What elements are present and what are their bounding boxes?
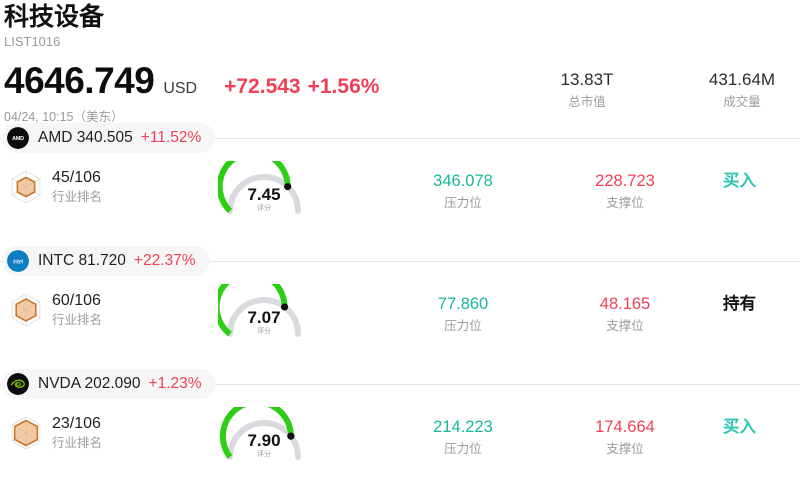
section-divider <box>0 384 800 385</box>
score-gauge: 7.90 评分 <box>218 407 310 469</box>
index-quote: 4646.749 USD +72.543 +1.56% 04/24, 10:15（… <box>4 61 800 125</box>
section-divider <box>0 138 800 139</box>
support-value: 48.165 <box>599 295 651 313</box>
ticker-change-pct: +1.23% <box>148 375 202 392</box>
resistance-label: 压力位 <box>444 319 482 333</box>
resistance-value: 214.223 <box>433 418 493 436</box>
score-label: 评分 <box>257 328 271 335</box>
rating-label: 评级 <box>723 440 800 458</box>
ticker-chip-amd[interactable]: AMD AMD 340.505 +11.52% <box>2 123 216 153</box>
rating-label: 评级 <box>723 194 800 212</box>
score-gauge: 7.07 评分 <box>218 284 310 346</box>
rank-value: 23/106 <box>52 415 101 432</box>
index-change-abs: +72.543 <box>224 75 301 98</box>
rating-value: 买入 <box>723 418 756 436</box>
rating-cell: 买入评级 <box>723 417 800 458</box>
stat-market-cap: 13.83T 总市值 <box>527 69 647 111</box>
radar-hexagon-icon <box>6 290 46 330</box>
rank-value: 60/106 <box>52 292 101 309</box>
page-title: 科技设备 <box>4 3 105 31</box>
volume-value: 431.64M <box>708 70 776 89</box>
resistance-label: 压力位 <box>444 196 482 210</box>
stock-section: intel INTC 81.720 +22.37% 60/106 行业排名 7.07 评分 7… <box>0 246 800 369</box>
support-value: 174.664 <box>595 418 655 436</box>
index-price: 4646.749 <box>4 60 155 101</box>
industry-rank[interactable]: 23/106 行业排名 <box>6 413 102 453</box>
page-header: 科技设备 LIST1016 4646.749 USD +72.543 +1.56%… <box>0 0 800 125</box>
svg-text:AMD: AMD <box>12 136 24 142</box>
radar-hexagon-icon <box>6 167 46 207</box>
support-label: 支撑位 <box>606 319 644 333</box>
rank-value: 45/106 <box>52 169 101 186</box>
amd-logo-icon: AMD <box>7 127 29 149</box>
ticker-change-pct: +11.52% <box>140 129 202 146</box>
ticker-name: AMD 340.505 <box>38 129 133 146</box>
resistance-cell: 77.860 压力位 <box>398 294 528 335</box>
ticker-chip-row: intel INTC 81.720 +22.37% <box>0 246 800 276</box>
support-cell: 48.165 支撑位 <box>560 294 690 335</box>
index-change: +72.543 +1.56% <box>224 75 379 99</box>
support-cell: 174.664 支撑位 <box>560 417 690 458</box>
ticker-chip-row: NVDA 202.090 +1.23% <box>0 369 800 399</box>
support-cell: 228.723 支撑位 <box>560 171 690 212</box>
industry-rank[interactable]: 45/106 行业排名 <box>6 167 102 207</box>
ticker-change-pct: +22.37% <box>133 252 196 269</box>
score-gauge: 7.45 评分 <box>218 161 310 223</box>
stock-section: NVDA 202.090 +1.23% 23/106 行业排名 7.90 评分 214.22… <box>0 369 800 488</box>
rating-value: 持有 <box>723 295 756 313</box>
ticker-name: INTC 81.720 <box>38 252 126 269</box>
industry-rank[interactable]: 60/106 行业排名 <box>6 290 102 330</box>
score-label: 评分 <box>257 205 271 212</box>
list-code: LIST1016 <box>4 34 61 49</box>
volume-label: 成交量 <box>723 95 761 109</box>
index-change-pct: +1.56% <box>307 75 380 98</box>
resistance-cell: 346.078 压力位 <box>398 171 528 212</box>
resistance-cell: 214.223 压力位 <box>398 417 528 458</box>
score-value: 7.45 <box>247 185 281 204</box>
section-divider <box>0 261 800 262</box>
stat-volume: 431.64M 成交量 <box>682 69 800 111</box>
quote-timestamp: 04/24, 10:15（美东） <box>4 110 124 124</box>
radar-hexagon-icon <box>6 413 46 453</box>
stock-section: AMD AMD 340.505 +11.52% 45/106 行业排名 7.45 评分 346… <box>0 123 800 246</box>
rating-cell: 持有评级 <box>723 294 800 335</box>
rating-label: 评级 <box>723 317 800 335</box>
svg-text:intel: intel <box>13 259 23 265</box>
resistance-label: 压力位 <box>444 442 482 456</box>
resistance-value: 77.860 <box>437 295 489 313</box>
ticker-chip-row: AMD AMD 340.505 +11.52% <box>0 123 800 153</box>
nvidia-logo-icon <box>7 373 29 395</box>
index-currency: USD <box>163 80 198 97</box>
ticker-chip-nvda[interactable]: NVDA 202.090 +1.23% <box>2 369 216 399</box>
resistance-value: 346.078 <box>433 172 493 190</box>
rank-label: 行业排名 <box>52 436 103 450</box>
stock-sections: AMD AMD 340.505 +11.52% 45/106 行业排名 7.45 评分 346… <box>0 123 800 488</box>
score-label: 评分 <box>257 451 271 458</box>
rating-value: 买入 <box>723 172 756 190</box>
rank-label: 行业排名 <box>52 313 103 327</box>
market-cap-value: 13.83T <box>560 70 614 89</box>
index-price-block: 4646.749 USD +72.543 +1.56% 04/24, 10:15（… <box>4 61 379 125</box>
rank-label: 行业排名 <box>52 190 103 204</box>
score-value: 7.90 <box>247 431 281 450</box>
support-label: 支撑位 <box>606 442 644 456</box>
score-value: 7.07 <box>247 308 281 327</box>
ticker-chip-intc[interactable]: intel INTC 81.720 +22.37% <box>2 246 210 276</box>
intel-logo-icon: intel <box>7 250 29 272</box>
support-value: 228.723 <box>595 172 655 190</box>
ticker-name: NVDA 202.090 <box>38 375 141 392</box>
market-cap-label: 总市值 <box>568 95 606 109</box>
support-label: 支撑位 <box>606 196 644 210</box>
rating-cell: 买入评级 <box>723 171 800 212</box>
